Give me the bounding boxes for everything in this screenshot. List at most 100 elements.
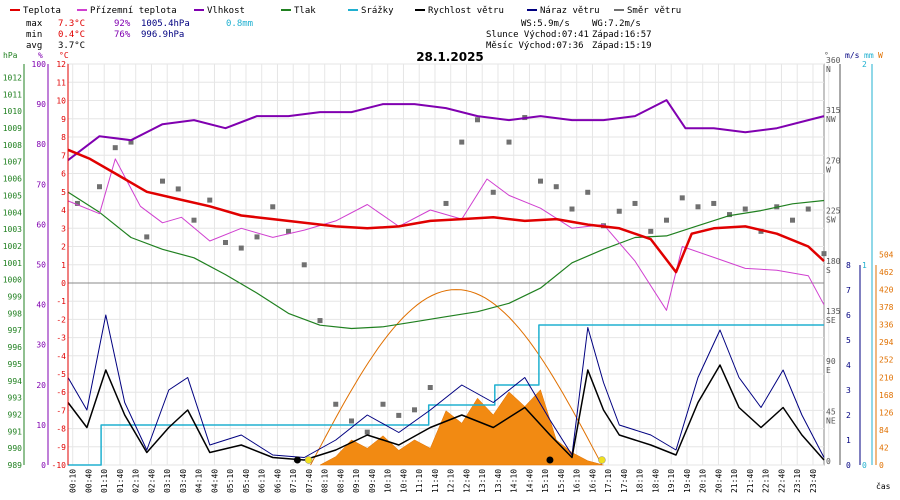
rain-tick: 1 (862, 261, 867, 270)
wind-direction-point (223, 239, 228, 245)
pressure-tick: 989 (8, 461, 23, 470)
pressure-tick: 1012 (3, 73, 22, 82)
wind-direction-point (144, 234, 150, 240)
pressure-tick: 1005 (3, 191, 22, 200)
time-tick: 20:10 (699, 469, 708, 493)
solar-tick: 294 (879, 338, 894, 347)
wind-tick: 0 (846, 461, 851, 470)
pressure-tick: 1007 (3, 158, 22, 167)
solar-layer (310, 289, 604, 466)
time-tick: 11:10 (415, 469, 424, 493)
pressure-tick: 1003 (3, 225, 22, 234)
wind-direction-point (506, 139, 512, 145)
wind-direction-point (396, 412, 402, 418)
time-tick: 04:10 (195, 469, 204, 493)
direction-name: N (826, 65, 831, 74)
direction-tick: 135 (826, 307, 841, 316)
pressure-tick: 997 (8, 326, 23, 335)
temp-tick: -7 (56, 406, 66, 415)
wind-direction-point (569, 206, 575, 212)
stat-min-temp: 0.4°C (58, 30, 85, 40)
wind-gust-line (67, 314, 825, 458)
wind-direction-point (412, 407, 417, 413)
pressure-tick: 994 (8, 377, 23, 386)
wind-direction-point (238, 245, 244, 251)
wind-direction-point (695, 204, 701, 210)
wind-speed-line (67, 364, 825, 461)
time-tick: 08:10 (321, 469, 330, 493)
pressure-tick: 1011 (3, 90, 22, 99)
unit-temp: °C (59, 51, 69, 60)
wind-direction-point (427, 385, 433, 391)
direction-tick: 180 (826, 257, 841, 266)
temp-tick: 0 (61, 279, 66, 288)
temp-tick: -1 (56, 297, 66, 306)
legend-label: Vlhkost (207, 6, 245, 16)
time-tick: 23:10 (793, 469, 802, 493)
time-tick: 17:40 (620, 469, 629, 493)
chart-title: 28.1.2025 (416, 50, 484, 64)
time-tick: 07:10 (289, 469, 298, 493)
pressure-tick: 990 (8, 444, 23, 453)
time-tick: 22:10 (762, 469, 771, 493)
time-tick: 10:10 (384, 469, 393, 493)
unit-pct: % (38, 51, 43, 60)
legend-label: Směr větru (627, 6, 681, 16)
wind-tick: 6 (846, 311, 851, 320)
direction-tick: 225 (826, 207, 841, 216)
solar-tick: 420 (879, 286, 894, 295)
pressure-tick: 1006 (3, 175, 22, 184)
wind-tick: 5 (846, 336, 851, 345)
rain-tick: 0 (862, 461, 867, 470)
wind-tick: 8 (846, 261, 851, 270)
temp-tick: -3 (56, 334, 66, 343)
sun-set-marker (598, 456, 606, 464)
time-tick: 23:40 (809, 469, 818, 493)
direction-tick: 45 (826, 407, 836, 416)
wind-direction-point (380, 401, 386, 407)
wind-direction-point (490, 189, 496, 195)
temp-tick: 5 (61, 188, 66, 197)
wind-direction-point (664, 217, 669, 223)
wind-direction-point (475, 117, 480, 123)
ground-temp-line (67, 158, 825, 311)
time-tick: 11:40 (431, 469, 440, 493)
time-tick: 12:40 (462, 469, 471, 493)
time-tick: 13:10 (478, 469, 487, 493)
time-tick: 04:40 (210, 469, 219, 493)
solar-tick: 126 (879, 408, 894, 417)
direction-name: S (826, 266, 831, 275)
sun-rise-info: Slunce Východ:07:41 (486, 30, 589, 40)
wind-direction-point (742, 206, 748, 212)
time-tick: 16:40 (588, 469, 597, 493)
pressure-tick: 1009 (3, 124, 22, 133)
time-tick: 09:40 (368, 469, 377, 493)
direction-name: SW (826, 216, 836, 225)
direction-name: E (826, 366, 831, 375)
sun-rise-marker (304, 456, 313, 464)
moon-rise-info: Měsíc Východ:07:36 (486, 41, 584, 51)
wind-direction-point (679, 195, 685, 201)
temp-tick: 11 (56, 78, 66, 87)
pressure-tick: 1000 (3, 276, 22, 285)
wind-direction-point (207, 197, 213, 203)
moon-rise-marker (293, 456, 301, 464)
wind-direction-point (364, 429, 370, 435)
solar-tick: 0 (879, 461, 884, 470)
temp-tick: -6 (56, 388, 66, 397)
humidity-tick: 80 (36, 140, 46, 149)
legend-label: Teplota (23, 6, 61, 16)
wind-direction-point (270, 204, 276, 210)
humidity-tick: 40 (36, 301, 46, 310)
solar-tick: 336 (879, 321, 894, 330)
time-tick: 08:40 (336, 469, 345, 493)
direction-name: W (826, 165, 831, 174)
time-tick: 12:10 (447, 469, 456, 493)
wind-direction-point (97, 184, 102, 190)
temp-tick: 3 (61, 224, 66, 233)
temp-tick: -4 (56, 352, 66, 361)
pressure-tick: 1002 (3, 242, 22, 251)
time-tick: 13:40 (494, 469, 503, 493)
stat-avg-temp: 3.7°C (58, 41, 85, 51)
solar-tick: 84 (879, 426, 889, 435)
